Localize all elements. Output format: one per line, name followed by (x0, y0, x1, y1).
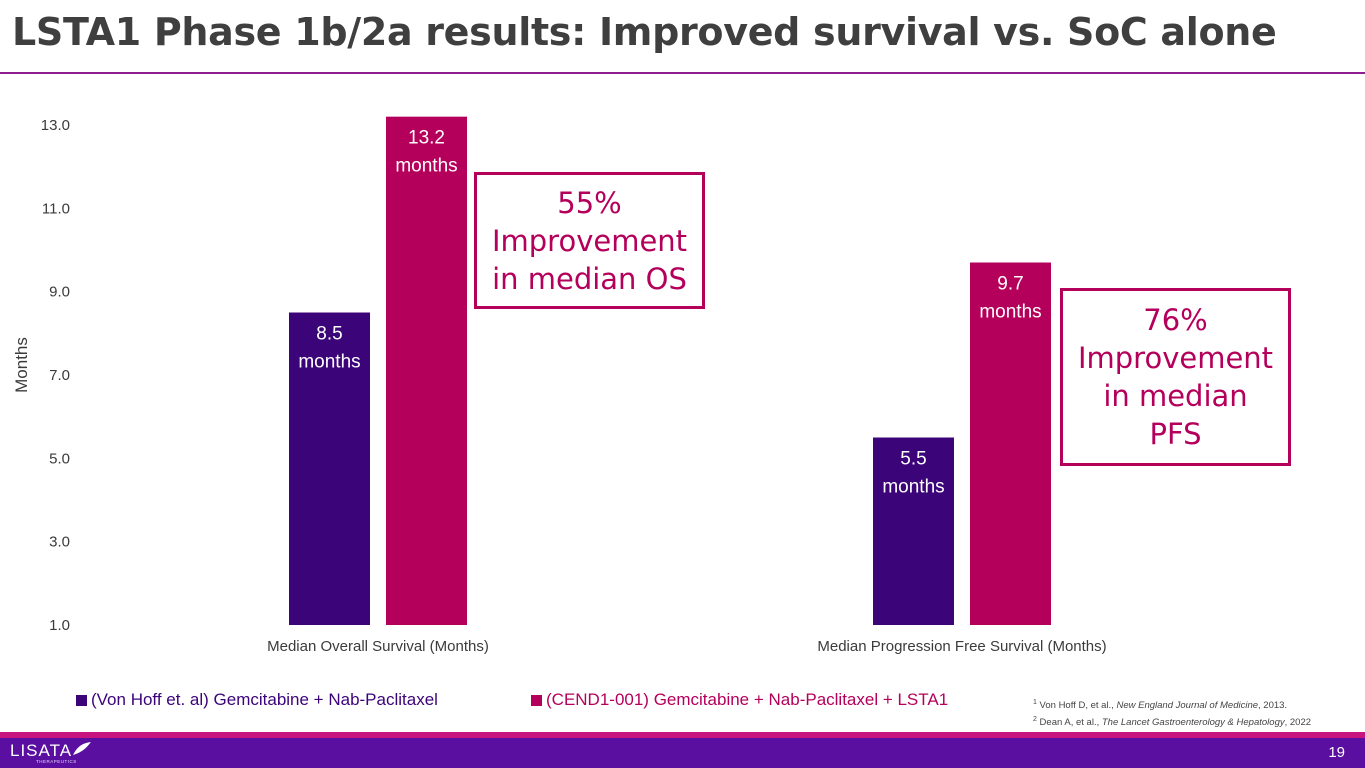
pfs-callout-line: PFS (1149, 417, 1202, 451)
y-axis-label: Months (12, 337, 31, 393)
title-divider (0, 72, 1365, 74)
os-improvement-callout: 55% Improvement in median OS (474, 172, 705, 309)
bar-unit-label: months (298, 352, 360, 373)
os-callout-line: Improvement (491, 223, 688, 258)
page-title: LSTA1 Phase 1b/2a results: Improved surv… (12, 10, 1277, 54)
logo-leaf-icon (73, 742, 91, 755)
bar-value-label: 8.5 (316, 324, 342, 345)
y-tick-label: 1.0 (49, 617, 70, 634)
bar-unit-label: months (882, 477, 944, 498)
legend-item-von-hoff: (Von Hoff et. al) Gemcitabine + Nab-Pacl… (76, 690, 438, 710)
x-category-label: Median Progression Free Survival (Months… (817, 638, 1106, 655)
legend-swatch (76, 694, 87, 706)
x-category-label: Median Overall Survival (Months) (267, 638, 489, 655)
legend-label: (Von Hoff et. al) Gemcitabine + Nab-Pacl… (91, 690, 438, 709)
y-tick-label: 9.0 (49, 284, 70, 301)
bar (386, 116, 467, 626)
pfs-callout-line: Improvement (1077, 341, 1274, 375)
bar-value-label: 9.7 (997, 274, 1023, 295)
bar-unit-label: months (979, 302, 1041, 323)
company-logo: LISATA (10, 741, 73, 760)
os-callout-line: in median OS (492, 261, 687, 296)
footer-accent-band (0, 732, 1365, 738)
footnote: 2 Dean A, et al., The Lancet Gastroenter… (1033, 716, 1312, 729)
y-tick-label: 11.0 (42, 200, 70, 217)
bar-unit-label: months (395, 156, 457, 177)
legend-label: (CEND1-001) Gemcitabine + Nab-Paclitaxel… (546, 690, 949, 709)
bar-value-label: 5.5 (900, 449, 926, 470)
bar (289, 312, 370, 625)
pfs-callout-line: 76% (1143, 303, 1208, 337)
y-tick-label: 13.0 (41, 117, 70, 134)
page-number: 19 (1328, 744, 1345, 761)
pfs-callout-line: in median (1103, 379, 1248, 413)
bar-value-label: 13.2 (408, 128, 445, 149)
y-tick-label: 3.0 (49, 534, 70, 551)
y-tick-label: 7.0 (49, 367, 70, 384)
footer-bar (0, 738, 1365, 768)
bar (970, 262, 1051, 625)
footnote: 1 Von Hoff D, et al., New England Journa… (1033, 699, 1288, 712)
bar (873, 437, 954, 625)
legend-item-cend1: (CEND1-001) Gemcitabine + Nab-Paclitaxel… (531, 690, 948, 710)
company-logo-subtitle: THERAPEUTICS (36, 759, 77, 764)
y-tick-label: 5.0 (49, 450, 70, 467)
legend-swatch (531, 694, 542, 706)
footnotes: 1 Von Hoff D, et al., New England Journa… (1033, 696, 1311, 730)
os-callout-line: 55% (557, 185, 622, 220)
bar-chart: 1.0 3.0 5.0 7.0 9.0 11.0 13.0 Months Median Over… (12, 116, 1107, 655)
pfs-improvement-callout: 76% Improvement in median PFS (1060, 288, 1291, 466)
